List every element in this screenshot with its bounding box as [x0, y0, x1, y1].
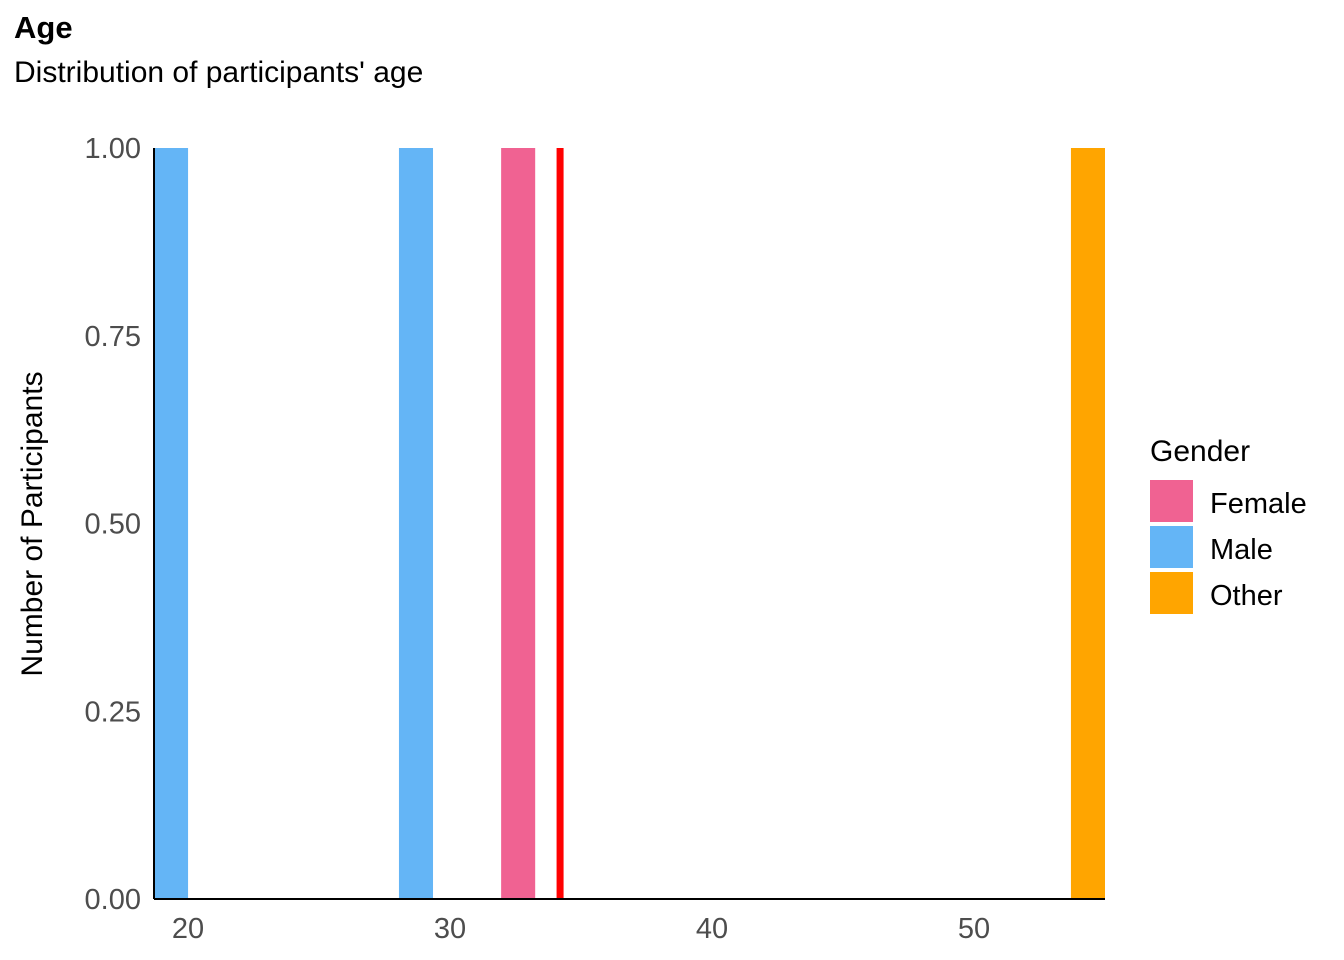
bars-layer: [154, 148, 1105, 899]
tick-labels-layer: 0.00 0.25 0.50 0.75 1.00 20 30 40 50: [85, 133, 991, 945]
legend-label-other: Other: [1210, 580, 1283, 612]
legend-label-male: Male: [1210, 534, 1273, 566]
legend-label-female: Female: [1210, 488, 1307, 520]
bar-other-0: [1070, 148, 1105, 899]
legend: Gender Female Male Other: [1150, 435, 1307, 614]
legend-key-male: [1150, 526, 1193, 568]
y-tick-label: 0.50: [85, 509, 141, 541]
bar-male-1: [398, 148, 434, 899]
y-tick-label: 1.00: [85, 133, 141, 165]
x-tick-label: 50: [958, 913, 990, 945]
bar-male-0: [154, 148, 189, 899]
bar-female-0: [501, 148, 536, 899]
x-tick-label: 40: [696, 913, 728, 945]
legend-key-other: [1150, 572, 1193, 614]
x-tick-label: 20: [172, 913, 204, 945]
legend-title: Gender: [1150, 435, 1250, 468]
legend-key-female: [1150, 480, 1193, 522]
y-tick-label: 0.25: [85, 696, 141, 728]
axes-layer: [153, 148, 1105, 900]
chart-subtitle: Distribution of participants' age: [14, 56, 424, 89]
x-tick-label: 30: [434, 913, 466, 945]
y-axis-title: Number of Participants: [16, 371, 49, 676]
chart-title: Age: [14, 10, 73, 45]
y-tick-label: 0.00: [85, 884, 141, 916]
y-tick-label: 0.75: [85, 321, 141, 353]
